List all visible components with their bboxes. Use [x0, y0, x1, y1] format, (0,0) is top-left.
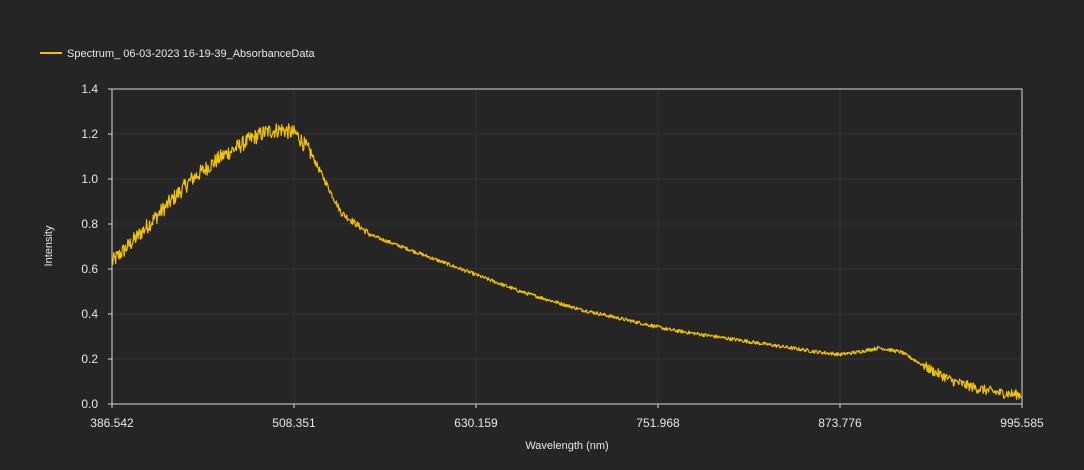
y-tick-label: 0.6 — [81, 262, 98, 276]
x-tick-label: 995.585 — [1000, 416, 1044, 430]
x-tick-label: 630.159 — [454, 416, 498, 430]
x-tick-label: 873.776 — [818, 416, 862, 430]
y-axis-ticks: 0.0 0.2 0.4 0.6 0.8 1.0 1.2 1.4 — [81, 82, 112, 411]
y-axis-title: Intensity — [43, 225, 55, 266]
y-tick-label: 0.4 — [81, 307, 98, 321]
y-tick-label: 1.4 — [81, 82, 98, 96]
series-line — [111, 123, 1023, 400]
plot-area-border — [111, 88, 1023, 405]
series-layer — [111, 123, 1023, 400]
x-tick-label: 751.968 — [636, 416, 680, 430]
y-tick-label: 0.8 — [81, 217, 98, 231]
x-axis-title: Wavelength (nm) — [525, 440, 608, 452]
legend: Spectrum_ 06-03-2023 16-19-39_Absorbance… — [40, 48, 316, 60]
y-tick-label: 1.0 — [81, 172, 98, 186]
y-tick-label: 1.2 — [81, 127, 98, 141]
y-tick-label: 0.0 — [81, 397, 98, 411]
x-tick-label: 386.542 — [90, 416, 134, 430]
legend-label: Spectrum_ 06-03-2023 16-19-39_Absorbance… — [67, 48, 316, 60]
x-axis-ticks: 386.542 508.351 630.159 751.968 873.776 995.5… — [90, 404, 1044, 430]
y-tick-label: 0.2 — [81, 352, 98, 366]
x-tick-label: 508.351 — [272, 416, 316, 430]
